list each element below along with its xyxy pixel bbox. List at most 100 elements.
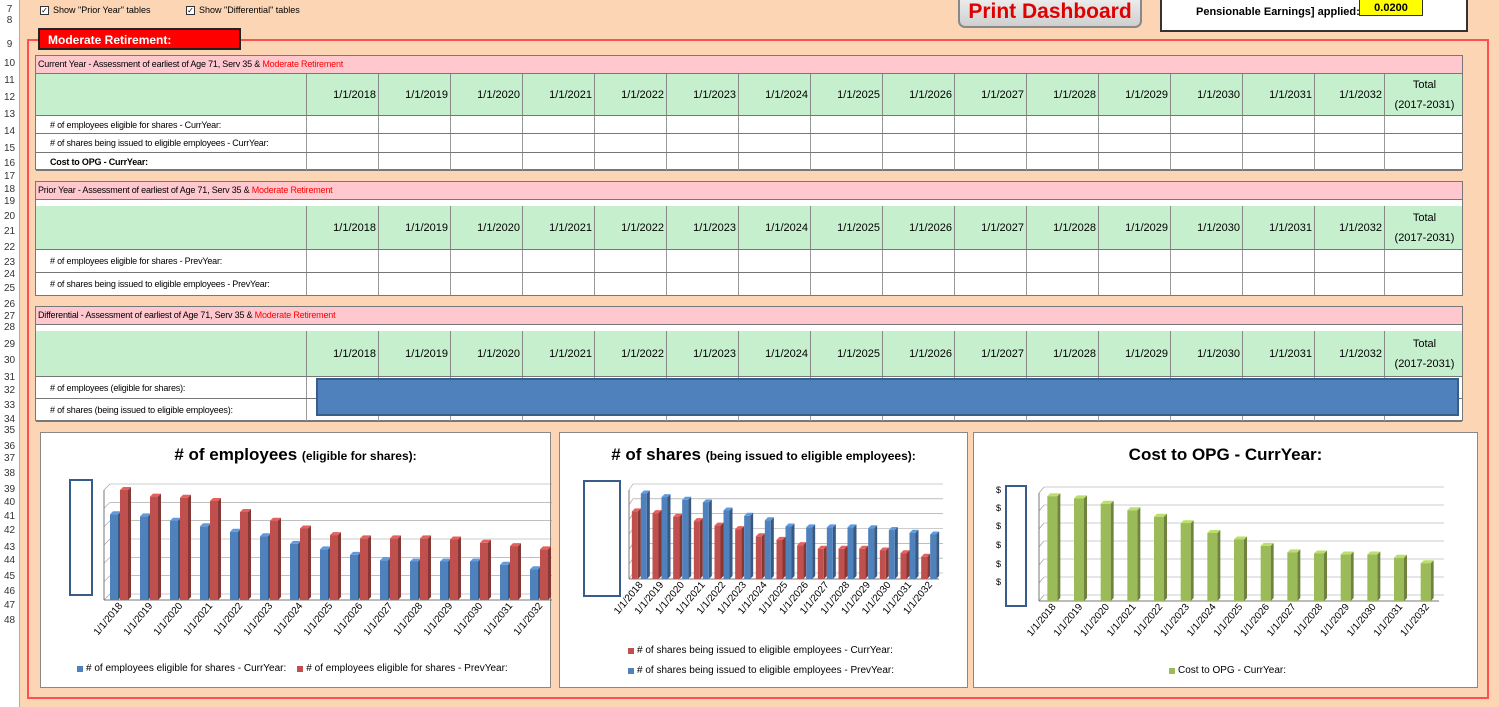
data-cell[interactable] [522,273,594,295]
year-header[interactable]: 1/1/2023 [666,331,738,376]
year-header[interactable]: 1/1/2018 [306,74,378,115]
row-number[interactable]: 13 [3,109,16,120]
row-number[interactable]: 47 [3,600,16,611]
row-number[interactable]: 39 [3,484,16,495]
data-cell[interactable] [882,273,954,295]
data-cell[interactable] [738,250,810,272]
row-number[interactable]: 18 [3,184,16,195]
data-cell[interactable] [666,116,738,133]
year-header[interactable]: 1/1/2023 [666,74,738,115]
data-cell[interactable] [1170,250,1242,272]
row-number[interactable]: 23 [3,257,16,268]
year-header[interactable]: 1/1/2020 [450,331,522,376]
data-cell[interactable] [1314,116,1384,133]
data-cell[interactable] [810,116,882,133]
year-header[interactable]: 1/1/2019 [378,331,450,376]
data-cell[interactable] [306,273,378,295]
data-cell[interactable] [450,273,522,295]
row-number[interactable]: 8 [6,15,13,26]
year-header[interactable]: 1/1/2027 [954,74,1026,115]
data-cell[interactable] [810,250,882,272]
data-cell[interactable] [306,134,378,152]
data-cell[interactable] [378,116,450,133]
data-cell[interactable] [306,377,378,398]
data-cell[interactable] [738,153,810,170]
row-number[interactable]: 34 [3,414,16,425]
row-number[interactable]: 43 [3,542,16,553]
year-header[interactable]: 1/1/2029 [1098,206,1170,249]
data-cell[interactable] [1242,134,1314,152]
data-cell[interactable] [954,153,1026,170]
year-header[interactable]: 1/1/2025 [810,74,882,115]
data-cell[interactable] [738,273,810,295]
cost-chart[interactable]: Cost to OPG - CurrYear: 1/1/2018 1/1/2019… [973,432,1478,688]
row-number[interactable]: 30 [3,355,16,366]
row-number[interactable]: 20 [3,211,16,222]
data-cell[interactable] [1098,273,1170,295]
year-header[interactable]: 1/1/2025 [810,331,882,376]
row-number[interactable]: 27 [3,311,16,322]
row-number[interactable]: 12 [3,92,16,103]
data-cell[interactable] [378,134,450,152]
data-cell[interactable] [1242,273,1314,295]
year-header[interactable]: 1/1/2022 [594,206,666,249]
data-cell[interactable] [306,250,378,272]
row-number[interactable]: 45 [3,571,16,582]
data-cell[interactable] [1242,250,1314,272]
total-header[interactable]: Total (2017-2031) [1384,74,1464,115]
year-header[interactable]: 1/1/2018 [306,331,378,376]
data-cell[interactable] [1098,153,1170,170]
data-cell[interactable] [1026,273,1098,295]
row-number[interactable]: 38 [3,468,16,479]
year-header[interactable]: 1/1/2030 [1170,331,1242,376]
year-header[interactable]: 1/1/2029 [1098,74,1170,115]
data-cell[interactable] [882,134,954,152]
year-header[interactable]: 1/1/2027 [954,331,1026,376]
year-header[interactable]: 1/1/2019 [378,206,450,249]
row-number[interactable]: 41 [3,511,16,522]
data-cell[interactable] [378,273,450,295]
show-diff-checkbox[interactable]: ✓ Show "Differential" tables [186,5,300,15]
employees-chart[interactable]: # of employees (eligible for shares): 1/… [40,432,552,688]
row-number[interactable]: 11 [4,75,15,86]
data-cell[interactable] [810,134,882,152]
data-cell[interactable] [1026,153,1098,170]
data-cell[interactable] [1242,116,1314,133]
year-header[interactable]: 1/1/2020 [450,74,522,115]
year-header[interactable]: 1/1/2026 [882,331,954,376]
row-number[interactable]: 22 [3,242,16,253]
total-header[interactable]: Total (2017-2031) [1384,331,1464,376]
data-cell[interactable] [1170,273,1242,295]
year-header[interactable]: 1/1/2021 [522,331,594,376]
row-number[interactable]: 40 [3,497,16,508]
row-number[interactable]: 26 [3,299,16,310]
data-cell[interactable] [882,153,954,170]
year-header[interactable]: 1/1/2026 [882,206,954,249]
data-cell[interactable] [522,116,594,133]
year-header[interactable]: 1/1/2020 [450,206,522,249]
data-cell[interactable] [1384,116,1464,133]
year-header[interactable]: 1/1/2023 [666,206,738,249]
data-cell[interactable] [450,153,522,170]
data-cell[interactable] [522,250,594,272]
data-cell[interactable] [882,250,954,272]
data-cell[interactable] [666,250,738,272]
year-header[interactable]: 1/1/2022 [594,331,666,376]
row-number[interactable]: 25 [3,283,16,294]
year-header[interactable]: 1/1/2032 [1314,331,1384,376]
row-number[interactable]: 17 [3,171,16,182]
data-cell[interactable] [666,273,738,295]
year-header[interactable]: 1/1/2024 [738,206,810,249]
data-cell[interactable] [1314,250,1384,272]
data-cell[interactable] [1026,116,1098,133]
data-cell[interactable] [450,134,522,152]
data-cell[interactable] [594,273,666,295]
data-cell[interactable] [1170,116,1242,133]
year-header[interactable]: 1/1/2031 [1242,331,1314,376]
year-header[interactable]: 1/1/2024 [738,331,810,376]
row-number[interactable]: 28 [3,322,16,333]
year-header[interactable]: 1/1/2026 [882,74,954,115]
year-header[interactable]: 1/1/2019 [378,74,450,115]
data-cell[interactable] [1384,250,1464,272]
data-cell[interactable] [810,273,882,295]
